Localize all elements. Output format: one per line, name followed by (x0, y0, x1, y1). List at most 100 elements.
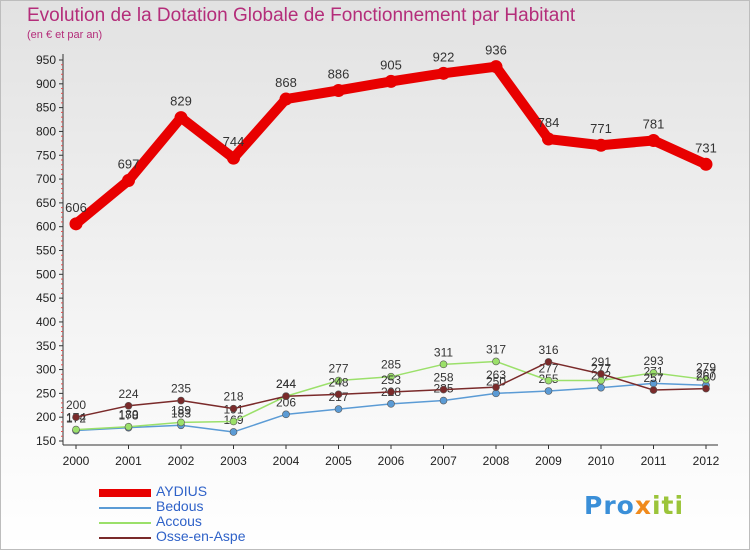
data-point (122, 173, 135, 187)
y-minor-tick (61, 283, 63, 285)
data-label: 224 (118, 387, 138, 401)
data-label: 781 (643, 116, 665, 131)
x-tick-label: 2005 (325, 454, 352, 468)
y-minor-tick (61, 230, 63, 232)
y-minor-tick (61, 430, 63, 432)
data-label: 317 (486, 342, 506, 356)
y-minor-tick (61, 354, 63, 356)
data-label: 311 (434, 345, 453, 359)
data-point (439, 396, 448, 405)
y-minor-tick (61, 164, 63, 166)
data-label: 771 (590, 121, 612, 136)
data-label: 267 (696, 366, 716, 380)
x-tick-label: 2004 (273, 454, 300, 468)
y-minor-tick (61, 121, 63, 123)
legend-label: AYDIUS (156, 483, 208, 499)
x-tick-label: 2009 (535, 454, 562, 468)
data-label: 922 (433, 49, 455, 64)
y-tick-label: 600 (36, 220, 56, 234)
y-minor-tick (61, 92, 63, 94)
legend-label: Osse-en-Aspe (156, 528, 246, 544)
y-minor-tick (61, 316, 63, 318)
y-tick-label: 700 (36, 172, 56, 186)
y-tick-label: 850 (36, 101, 56, 115)
y-tick-label: 550 (36, 244, 56, 258)
y-tick-label: 350 (36, 339, 56, 353)
y-minor-tick (61, 64, 63, 66)
data-point (177, 418, 185, 427)
y-minor-tick (61, 264, 63, 266)
data-point (72, 413, 80, 421)
legend-swatch (99, 489, 151, 497)
data-point (437, 66, 450, 80)
y-minor-tick (61, 207, 63, 209)
data-label: 731 (695, 140, 717, 155)
y-minor-tick (61, 135, 63, 137)
x-tick-label: 2006 (378, 454, 405, 468)
legend-label: Accous (156, 513, 202, 529)
data-label: 263 (486, 368, 506, 382)
y-minor-tick (61, 378, 63, 380)
y-minor-tick (61, 292, 63, 294)
y-tick-label: 300 (36, 363, 56, 377)
data-point (334, 405, 343, 413)
data-label: 277 (328, 362, 348, 376)
y-minor-tick (61, 302, 63, 304)
data-point (489, 60, 503, 74)
y-minor-tick (61, 421, 63, 423)
data-label: 316 (538, 343, 558, 357)
y-tick-label: 150 (36, 434, 56, 448)
y-minor-tick (61, 311, 63, 313)
data-point (699, 157, 713, 171)
y-minor-tick (61, 288, 63, 290)
legend-swatch (99, 522, 151, 524)
x-tick-label: 2007 (430, 454, 457, 468)
y-minor-tick (61, 145, 63, 147)
data-label: 258 (433, 371, 453, 385)
data-label: 248 (328, 375, 348, 389)
data-label: 244 (276, 377, 296, 391)
data-point (649, 369, 658, 377)
y-minor-tick (61, 97, 63, 99)
y-minor-tick (61, 116, 63, 118)
y-tick-label: 950 (36, 53, 56, 67)
data-label: 260 (696, 370, 716, 384)
data-point (229, 428, 238, 436)
y-tick-label: 200 (36, 410, 56, 424)
data-point (229, 404, 238, 413)
data-label: 868 (275, 75, 297, 90)
y-minor-tick (61, 192, 63, 194)
data-point (279, 92, 293, 106)
legend-swatch (99, 537, 151, 539)
data-point (177, 396, 185, 405)
y-minor-tick (61, 188, 63, 190)
y-minor-tick (61, 269, 63, 271)
data-label: 285 (381, 358, 401, 372)
y-tick-label: 450 (36, 291, 56, 305)
data-point (334, 376, 343, 385)
data-point (702, 375, 710, 384)
data-label: 291 (591, 355, 611, 369)
y-minor-tick (61, 383, 63, 385)
data-point (544, 376, 553, 385)
data-point (229, 417, 238, 426)
y-minor-tick (61, 407, 63, 409)
y-tick-label: 500 (36, 267, 56, 281)
data-point (282, 410, 290, 419)
data-label: 936 (485, 43, 507, 58)
y-minor-tick (61, 388, 63, 390)
data-point (597, 370, 605, 378)
chart-subtitle: (en € et par an) (27, 29, 103, 41)
data-point (544, 387, 553, 395)
x-tick-label: 2002 (168, 454, 195, 468)
y-minor-tick (61, 159, 63, 161)
y-minor-tick (61, 397, 63, 399)
y-minor-tick (61, 240, 63, 242)
data-label: 218 (223, 390, 243, 404)
y-minor-tick (61, 149, 63, 151)
y-minor-tick (61, 411, 63, 413)
data-point (69, 217, 83, 231)
data-point (597, 383, 605, 392)
y-minor-tick (61, 169, 63, 171)
y-minor-tick (61, 402, 63, 404)
